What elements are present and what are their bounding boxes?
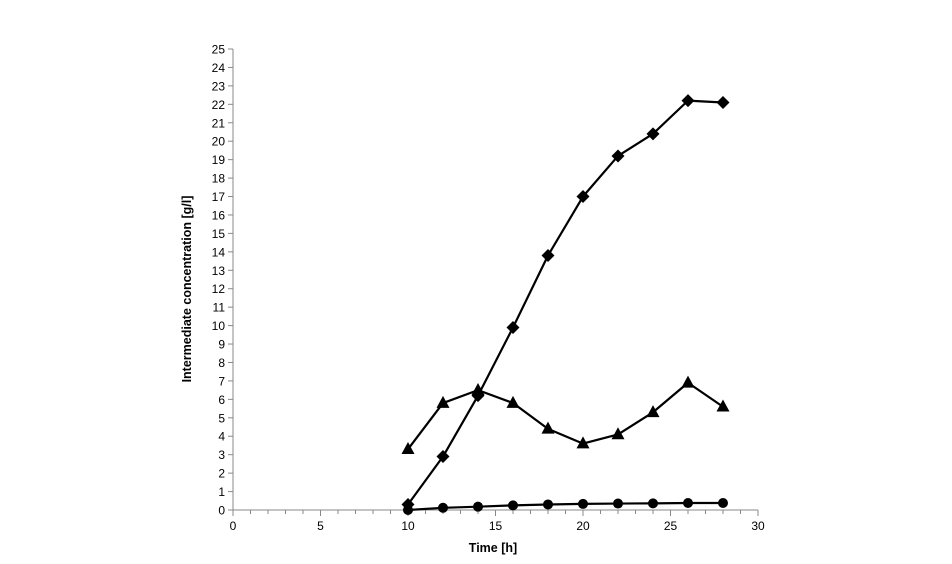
y-tick-label: 13 <box>212 264 226 278</box>
y-tick-label: 17 <box>212 190 226 204</box>
circle-marker <box>613 498 623 509</box>
x-axis-title: Time [h] <box>469 541 517 555</box>
y-tick-label: 20 <box>212 135 226 149</box>
y-tick-label: 14 <box>212 245 226 259</box>
y-tick-label: 25 <box>212 43 226 57</box>
y-tick-label: 0 <box>218 504 225 518</box>
circle-series <box>403 497 728 515</box>
triangle-marker <box>471 382 485 395</box>
triangle-marker <box>611 427 625 440</box>
data-series <box>401 94 730 515</box>
triangle-marker <box>576 436 590 449</box>
axes: 0 5 10 15 20 25 300123456789101112131415161718… <box>212 43 765 534</box>
diamond-marker <box>681 94 695 108</box>
triangle-marker <box>716 399 730 412</box>
y-tick-label: 22 <box>212 98 226 112</box>
y-tick-label: 8 <box>218 356 225 370</box>
y-tick-label: 15 <box>212 227 226 241</box>
diamond-marker <box>716 95 730 109</box>
y-tick-label: 7 <box>218 374 225 388</box>
diamond-marker <box>611 149 625 163</box>
circle-marker <box>648 498 658 509</box>
y-tick-label: 6 <box>218 393 225 407</box>
y-tick-label: 24 <box>212 61 226 75</box>
circle-marker <box>683 497 693 508</box>
y-tick-label: 16 <box>212 208 226 222</box>
y-tick-label: 1 <box>218 485 225 499</box>
diamond-marker <box>436 450 450 464</box>
x-tick-label: 20 <box>576 519 590 533</box>
diamond-series-line <box>407 99 724 506</box>
triangle-series <box>401 375 730 454</box>
circle-marker <box>578 498 588 509</box>
y-tick-label: 5 <box>218 411 225 425</box>
circle-series-line <box>407 501 723 512</box>
x-tick-label: 15 <box>489 519 503 533</box>
diamond-marker <box>541 249 555 263</box>
diamond-marker <box>646 127 660 141</box>
triangle-marker <box>401 441 415 454</box>
triangle-marker <box>681 375 695 388</box>
y-tick-label: 10 <box>212 319 226 333</box>
x-tick-label: 5 <box>317 519 324 533</box>
circle-marker <box>473 501 483 512</box>
y-tick-label: 19 <box>212 153 226 167</box>
diamond-series <box>401 94 730 511</box>
y-tick-label: 3 <box>218 448 225 462</box>
y-tick-label: 4 <box>218 430 225 444</box>
triangle-marker <box>541 421 555 434</box>
circle-marker <box>543 499 553 510</box>
x-tick-label: 25 <box>664 519 678 533</box>
y-tick-label: 12 <box>212 282 226 296</box>
circle-marker <box>403 505 413 515</box>
triangle-marker <box>646 405 660 418</box>
y-tick-label: 18 <box>212 172 226 186</box>
y-tick-label: 23 <box>212 79 226 93</box>
x-tick-label: 0 <box>230 519 237 533</box>
y-tick-label: 21 <box>212 116 226 130</box>
diamond-marker <box>576 190 590 204</box>
x-tick-label: 10 <box>401 519 415 533</box>
circle-marker <box>508 500 518 511</box>
triangle-marker <box>506 395 520 408</box>
diamond-marker <box>506 320 520 334</box>
y-tick-label: 11 <box>213 301 226 315</box>
triangle-series-line <box>407 381 724 450</box>
y-axis-title: Intermediate concentration [g/l] <box>180 196 194 383</box>
y-tick-label: 9 <box>218 338 225 352</box>
triangle-marker <box>436 395 450 408</box>
circle-marker <box>438 502 448 513</box>
x-tick-label: 30 <box>751 519 765 533</box>
circle-marker <box>718 497 728 508</box>
y-tick-label: 2 <box>218 467 225 481</box>
